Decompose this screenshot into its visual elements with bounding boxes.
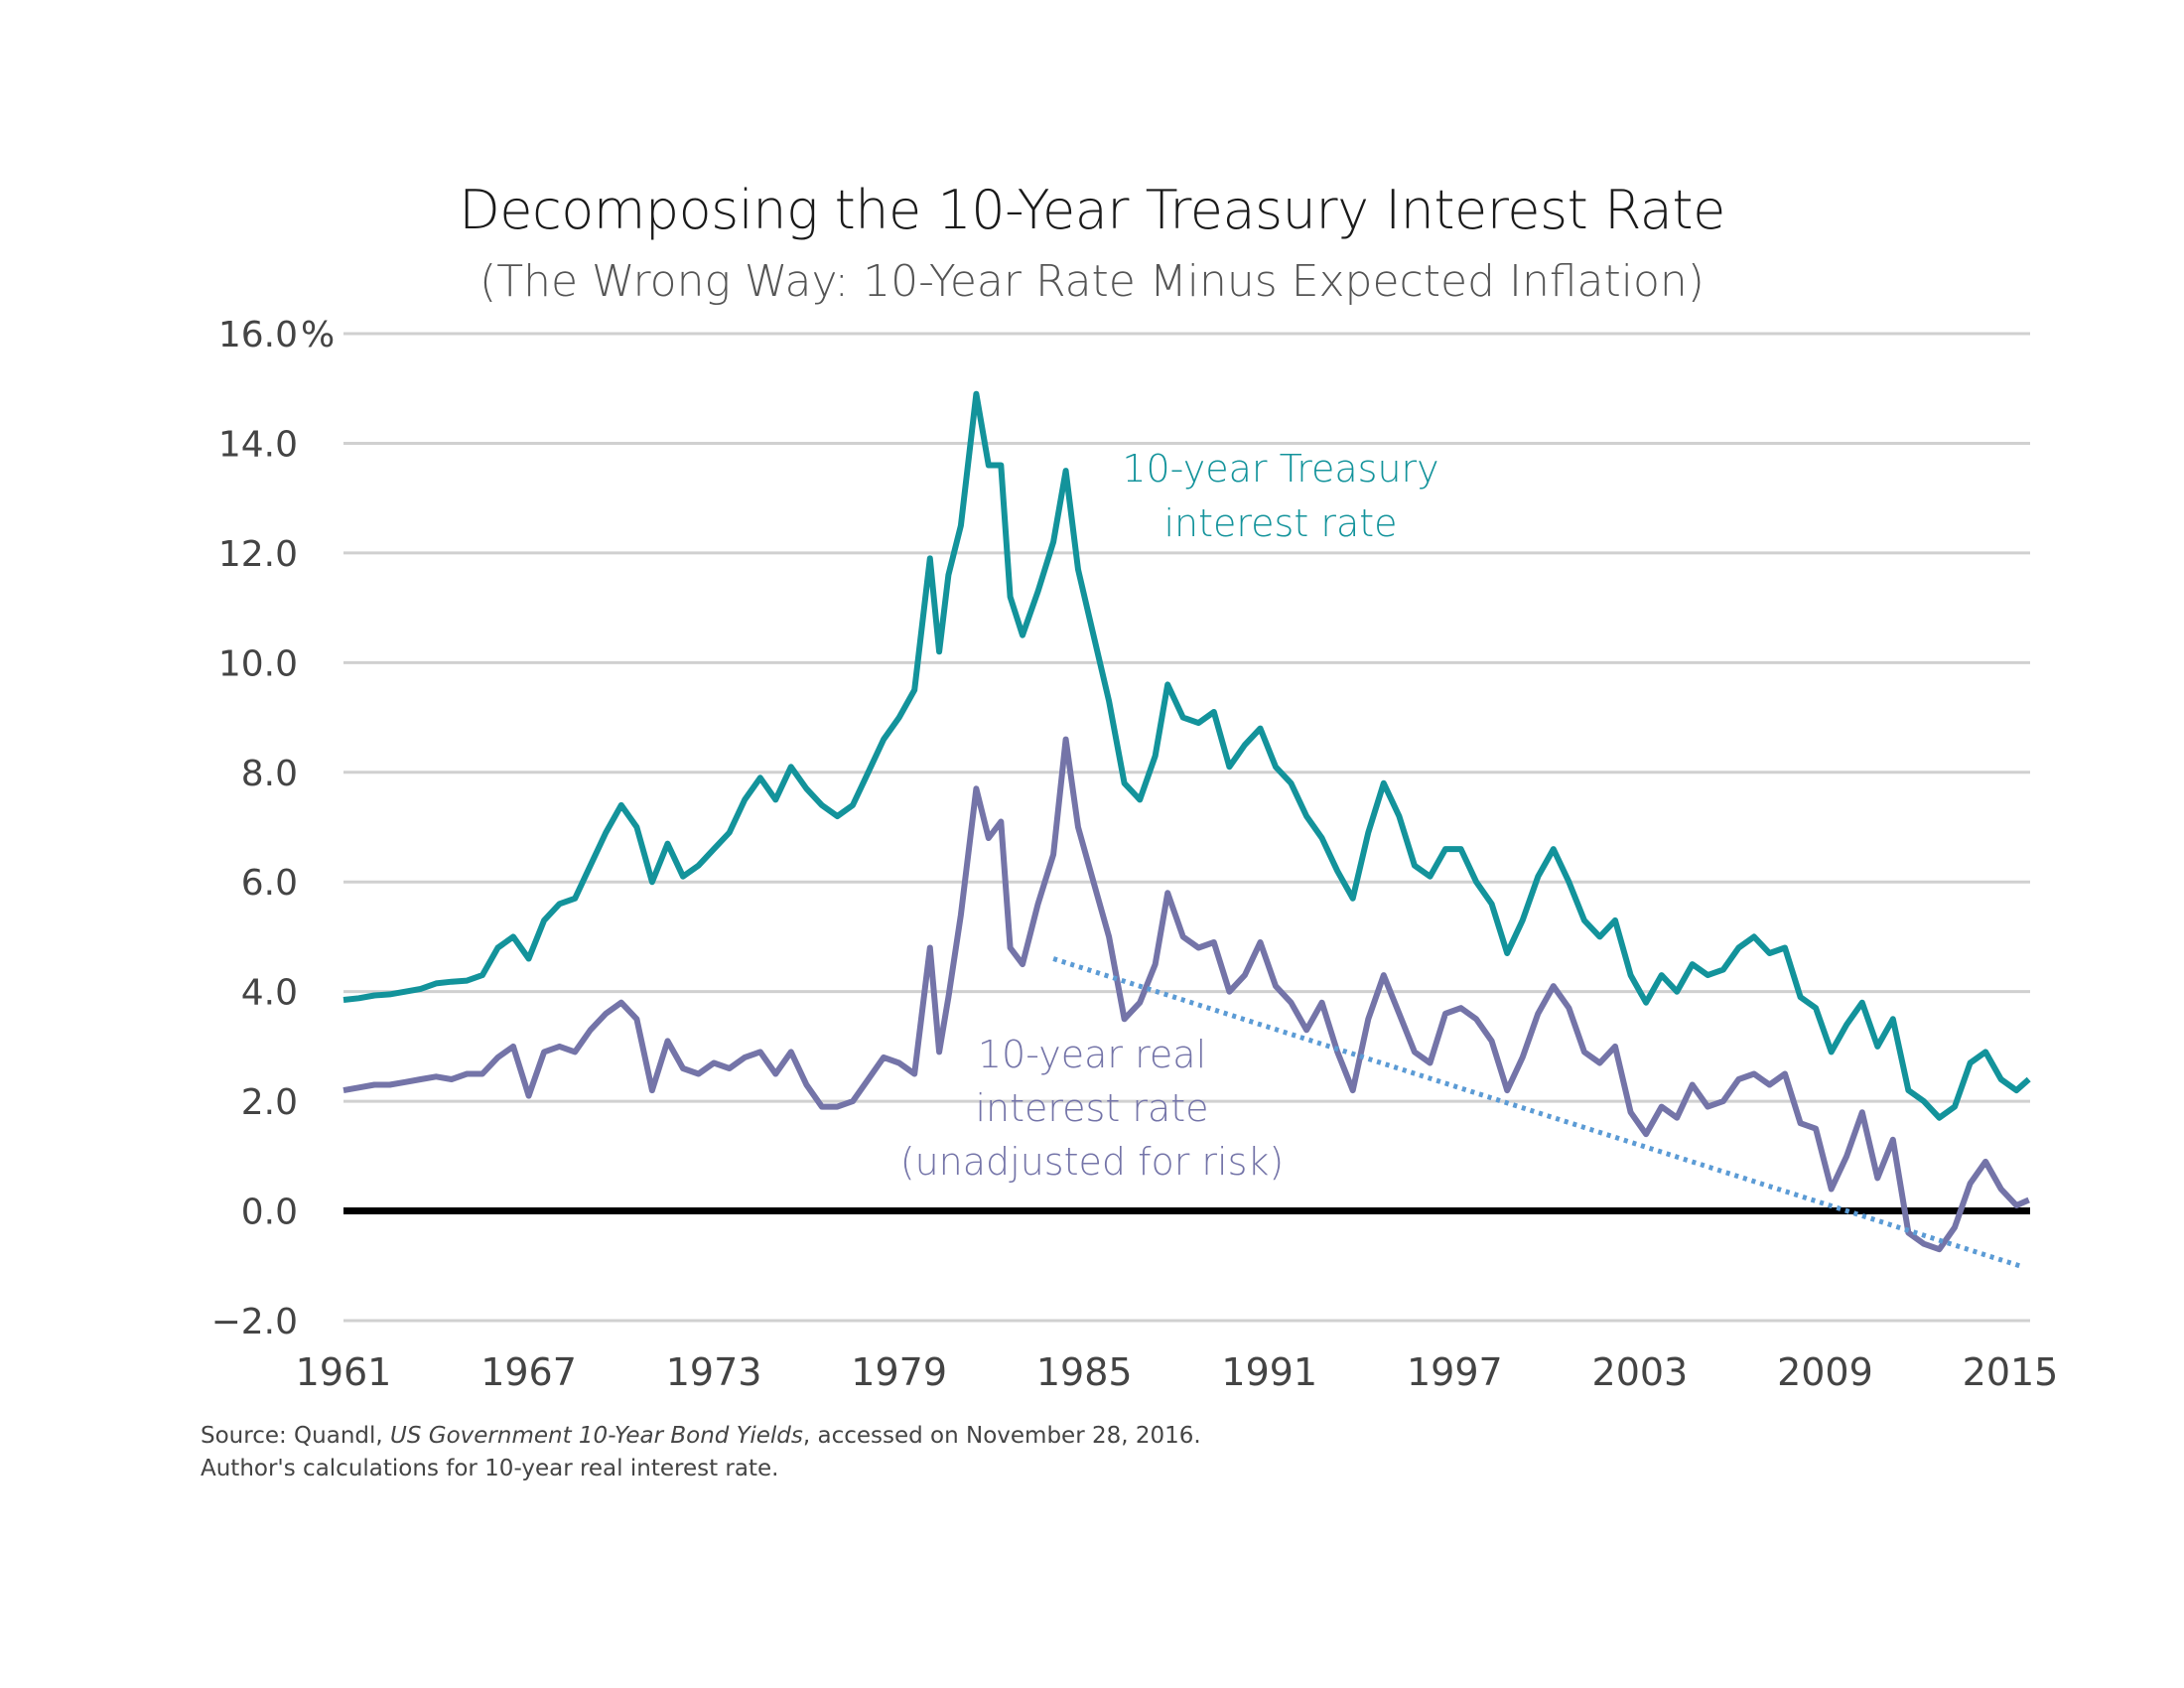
source-note: Source: Quandl, US Government 10-Year Bo…	[201, 1420, 1201, 1485]
x-tick-label: 1961	[296, 1350, 392, 1394]
grid-lines	[343, 332, 2030, 1323]
x-tick-label: 1979	[851, 1350, 947, 1394]
chart-title: Decomposing the 10-Year Treasury Interes…	[459, 179, 1725, 241]
x-tick-label: 2009	[1777, 1350, 1873, 1394]
y-tick-unit: %	[301, 315, 335, 355]
x-tick-label: 1985	[1036, 1350, 1133, 1394]
annotation-treasury-line: interest rate	[1163, 501, 1397, 545]
y-tick-label: 14.0	[218, 424, 298, 465]
series-line-treasury	[342, 390, 2031, 1121]
y-axis-tick-labels: 16.0 % 14.0 12.0 10.0 8.0 6.0 4.0 2.0 0.0 −2.0	[211, 315, 336, 1342]
y-tick-label: 8.0	[241, 754, 298, 794]
y-tick-label: 12.0	[218, 534, 298, 575]
annotations: 10-year Treasury interest rate 10-year rea…	[900, 447, 1439, 1184]
chart-subtitle: (The Wrong Way: 10-Year Rate Minus Expec…	[479, 256, 1705, 307]
annotation-real-line: 10-year real	[978, 1033, 1206, 1076]
x-tick-label: 1997	[1407, 1350, 1503, 1394]
source-title: US Government 10-Year Bond Yields	[390, 1423, 803, 1449]
source-line-2: Author's calculations for 10-year real i…	[201, 1456, 779, 1481]
y-tick-label: 0.0	[241, 1193, 298, 1233]
y-tick-label: −2.0	[211, 1302, 298, 1342]
y-tick-label: 16.0	[218, 315, 298, 355]
y-tick-label: 2.0	[241, 1082, 298, 1123]
x-axis-tick-labels: 1961 1967 1973 1979 1985 1991 1997 2003 2009 2015	[296, 1350, 2059, 1394]
x-tick-label: 2003	[1592, 1350, 1689, 1394]
x-tick-label: 1973	[666, 1350, 762, 1394]
annotation-real-line: (unadjusted for risk)	[900, 1140, 1284, 1184]
source-line-1: Source: Quandl, US Government 10-Year Bo…	[201, 1420, 1201, 1453]
source-suffix: , accessed on November 28, 2016.	[802, 1423, 1201, 1449]
x-tick-label: 2015	[1963, 1350, 2059, 1394]
y-tick-label: 10.0	[218, 643, 298, 684]
annotation-real-line: interest rate	[975, 1086, 1208, 1130]
x-tick-label: 1967	[480, 1350, 577, 1394]
x-tick-label: 1991	[1221, 1350, 1317, 1394]
y-tick-label: 4.0	[241, 973, 298, 1014]
series-line-real-rate	[342, 736, 2030, 1253]
annotation-treasury-line: 10-year Treasury	[1122, 447, 1438, 491]
source-prefix: Source: Quandl,	[201, 1423, 391, 1449]
y-tick-label: 6.0	[241, 863, 298, 904]
